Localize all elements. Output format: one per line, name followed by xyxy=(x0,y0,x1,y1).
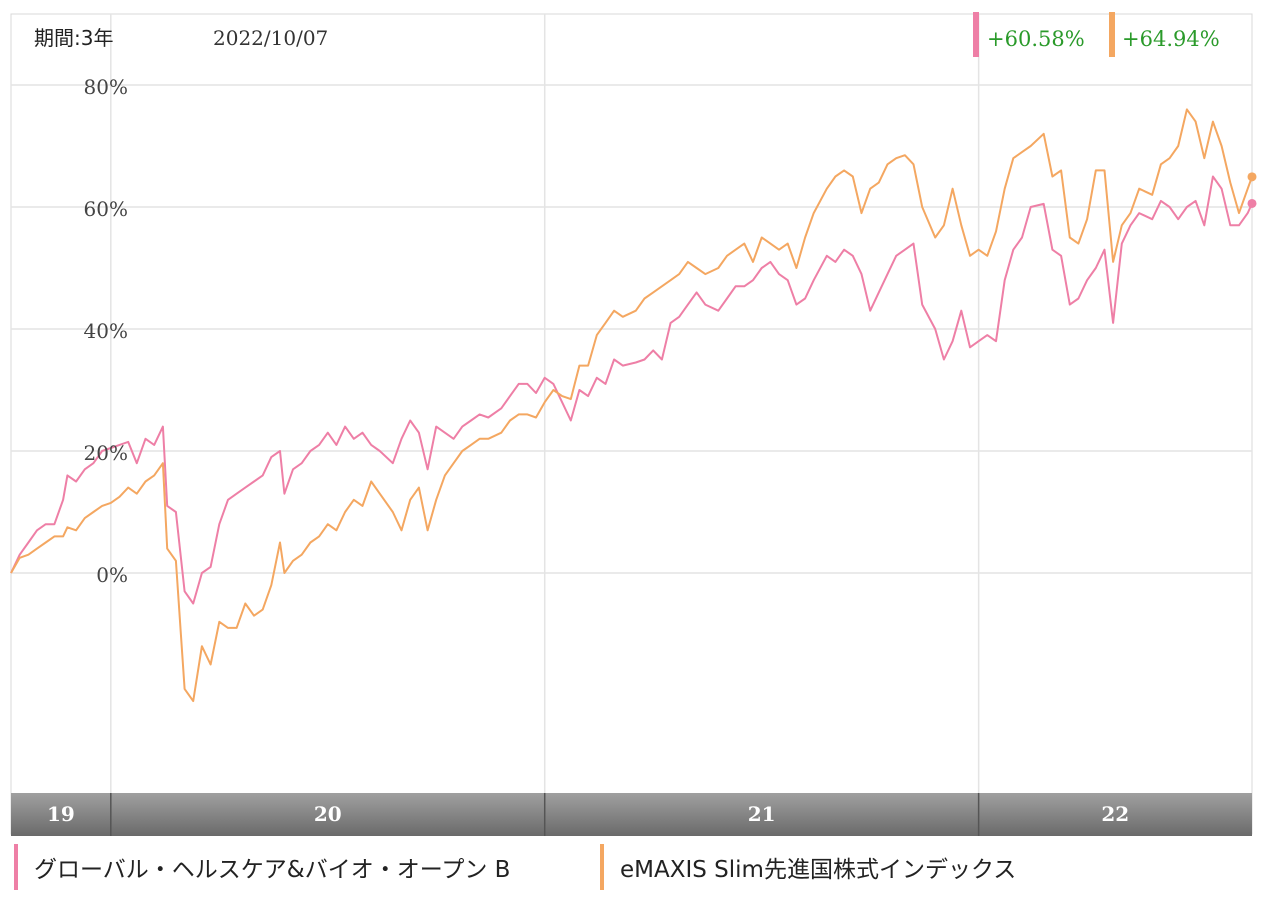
y-tick-label-0: 0% xyxy=(96,563,128,587)
y-axis-labels: 0% 20% 40% 60% 80% xyxy=(84,75,128,587)
y-tick-label-20: 20% xyxy=(84,441,128,465)
grid xyxy=(11,14,1252,793)
return-marker-2 xyxy=(1109,12,1115,57)
legend-swatch-2 xyxy=(600,844,604,890)
series-line-2 xyxy=(10,108,1253,703)
series-end-point-1 xyxy=(1247,198,1257,208)
series-end-point-2 xyxy=(1247,172,1257,182)
year-label-21: 21 xyxy=(748,802,776,826)
period-label: 期間:3年 xyxy=(34,26,113,50)
year-axis-bar xyxy=(11,793,1252,836)
return-label-1: +60.58% xyxy=(987,27,1085,51)
plot-frame xyxy=(10,13,1253,835)
y-tick-label-80: 80% xyxy=(84,75,128,99)
year-label-22: 22 xyxy=(1101,802,1129,826)
series-line-1 xyxy=(10,175,1253,605)
legend-label-1: グローバル・ヘルスケア&バイオ・オープン B xyxy=(34,857,511,883)
return-marker-1 xyxy=(973,12,979,57)
year-label-20: 20 xyxy=(314,802,342,826)
series-layer xyxy=(10,108,1257,703)
legend-label-2: eMAXIS Slim先進国株式インデックス xyxy=(620,857,1017,883)
year-label-19: 19 xyxy=(47,802,75,826)
y-tick-label-60: 60% xyxy=(84,197,128,221)
legend-item-2: eMAXIS Slim先進国株式インデックス xyxy=(600,842,1016,892)
year-axis: 19 20 21 22 xyxy=(47,793,1129,836)
return-label-2: +64.94% xyxy=(1122,27,1220,51)
legend-swatch-1 xyxy=(14,844,18,890)
y-tick-label-40: 40% xyxy=(84,319,128,343)
date-label: 2022/10/07 xyxy=(213,26,328,50)
legend-item-1: グローバル・ヘルスケア&バイオ・オープン B xyxy=(14,842,510,892)
